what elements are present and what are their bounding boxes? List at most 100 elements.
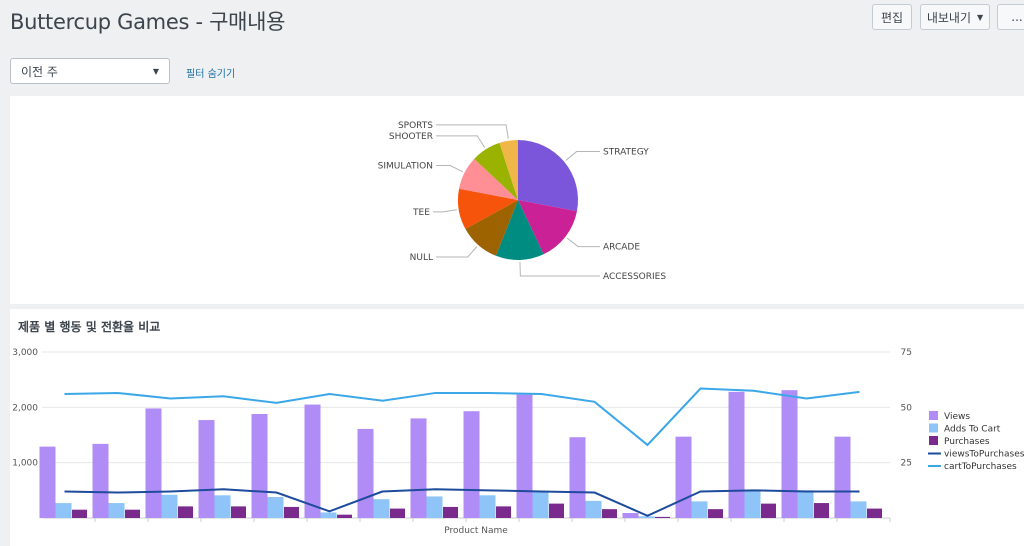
bar-views[interactable]: [675, 436, 692, 518]
bar-views[interactable]: [834, 436, 851, 518]
pie-slice-arcade[interactable]: [518, 200, 577, 255]
pie-chart: STRATEGY ARCADE ACCESSORIES NULL TEE SIMULATI…: [378, 121, 667, 282]
bar-views[interactable]: [569, 437, 586, 518]
bar-purchases[interactable]: [284, 506, 299, 518]
bar-views[interactable]: [251, 413, 268, 518]
pie-slice-sports[interactable]: [499, 140, 518, 200]
pie-label-strategy: STRATEGY: [603, 148, 649, 158]
bar-purchases[interactable]: [602, 509, 617, 518]
bar-adds-to-cart[interactable]: [850, 501, 867, 518]
pie-slice-shooter[interactable]: [474, 142, 518, 200]
bar-views[interactable]: [357, 428, 374, 518]
pie-slice-null[interactable]: [465, 200, 518, 256]
bar-purchases[interactable]: [443, 506, 458, 518]
time-range-select[interactable]: 이전 주 ▼: [10, 58, 170, 84]
bar-adds-to-cart[interactable]: [373, 499, 390, 518]
bar-purchases[interactable]: [337, 514, 352, 518]
bar-purchases[interactable]: [231, 506, 246, 518]
pie-leader-line: [436, 164, 463, 173]
legend-label[interactable]: cartToPurchases: [944, 462, 1017, 472]
pie-slice-accessories[interactable]: [495, 200, 544, 260]
bar-views[interactable]: [728, 391, 745, 518]
more-button-label: ...: [1011, 10, 1023, 24]
line-carttopurchases[interactable]: [64, 387, 860, 447]
panel-title: 제품 별 행동 및 전환율 비교: [18, 320, 161, 334]
bar-views[interactable]: [463, 411, 480, 518]
bar-views[interactable]: [198, 420, 215, 518]
pie-leader-line: [436, 135, 486, 148]
pie-leader-line: [566, 237, 600, 248]
bar-purchases[interactable]: [655, 516, 670, 518]
bar-views[interactable]: [39, 446, 56, 518]
y-tick-label: 2,000: [12, 403, 38, 413]
pie-label-simulation: SIMULATION: [378, 161, 433, 171]
bar-purchases[interactable]: [708, 509, 723, 518]
bar-purchases[interactable]: [178, 506, 193, 518]
legend-label[interactable]: Purchases: [944, 437, 990, 447]
export-button-label: 내보내기: [926, 10, 971, 25]
bar-views[interactable]: [622, 513, 639, 518]
bar-views[interactable]: [516, 394, 533, 518]
pie-leader-line: [436, 124, 509, 139]
hide-filters-link[interactable]: 필터 숨기기: [186, 69, 236, 80]
bar-views[interactable]: [781, 390, 798, 518]
pie-leader-line: [565, 151, 600, 161]
bar-purchases[interactable]: [814, 503, 829, 518]
bar-views[interactable]: [304, 404, 321, 518]
legend-label[interactable]: Views: [944, 412, 970, 422]
bar-adds-to-cart[interactable]: [267, 496, 284, 518]
pie-slice-strategy[interactable]: [518, 140, 579, 212]
bar-adds-to-cart[interactable]: [691, 501, 708, 518]
legend-swatch: [928, 465, 941, 467]
pie-label-null: NULL: [410, 253, 433, 263]
line-viewstopurchases[interactable]: [64, 488, 860, 517]
y2-tick-label: 75: [901, 348, 912, 358]
legend-label[interactable]: viewsToPurchases: [944, 450, 1024, 460]
more-button[interactable]: ...: [997, 4, 1024, 30]
pie-slice-tee[interactable]: [458, 188, 518, 229]
edit-button[interactable]: 편집: [872, 4, 912, 30]
bar-adds-to-cart[interactable]: [214, 495, 231, 518]
bar-adds-to-cart[interactable]: [108, 503, 125, 518]
legend-label[interactable]: Adds To Cart: [944, 425, 1001, 435]
bar-adds-to-cart[interactable]: [585, 500, 602, 518]
legend-swatch: [929, 423, 938, 433]
bar-adds-to-cart[interactable]: [55, 503, 72, 518]
export-button[interactable]: 내보내기 ▼: [920, 4, 990, 30]
y2-tick-label: 25: [901, 459, 912, 469]
bar-adds-to-cart[interactable]: [479, 495, 496, 518]
legend-swatch: [928, 452, 941, 455]
chevron-down-icon: ▼: [152, 67, 159, 76]
bar-adds-to-cart[interactable]: [638, 516, 655, 518]
pie-slice-simulation[interactable]: [459, 158, 518, 200]
bar-adds-to-cart[interactable]: [320, 512, 337, 518]
bar-adds-to-cart[interactable]: [744, 490, 761, 518]
pie-label-accessories: ACCESSORIES: [603, 272, 666, 282]
pie-label-arcade: ARCADE: [603, 243, 640, 253]
pie-label-sports: SPORTS: [398, 121, 433, 131]
bar-views[interactable]: [145, 408, 162, 518]
combo-chart: 3,000 2,000 1,000 75 50 25 Product Name Views Ad…: [12, 348, 1024, 536]
bar-purchases[interactable]: [390, 508, 405, 518]
bar-adds-to-cart[interactable]: [797, 490, 814, 518]
bar-purchases[interactable]: [761, 503, 776, 518]
y-tick-label: 3,000: [12, 348, 38, 358]
pie-leader-line: [519, 261, 600, 277]
bar-views[interactable]: [410, 418, 427, 518]
bar-views[interactable]: [92, 443, 109, 518]
bar-purchases[interactable]: [496, 506, 511, 518]
y2-tick-label: 50: [901, 403, 913, 413]
time-range-value: 이전 주: [21, 64, 58, 79]
bar-purchases[interactable]: [549, 503, 564, 518]
legend-swatch: [929, 436, 938, 445]
bar-purchases[interactable]: [867, 508, 882, 518]
x-axis-label: Product Name: [444, 526, 508, 536]
pie-leader-line: [436, 246, 478, 258]
bar-adds-to-cart[interactable]: [161, 494, 178, 518]
bar-adds-to-cart[interactable]: [426, 496, 443, 518]
pie-label-tee: TEE: [412, 208, 430, 218]
y-tick-label: 1,000: [12, 459, 38, 469]
bar-adds-to-cart[interactable]: [532, 490, 549, 518]
bar-purchases[interactable]: [125, 509, 140, 518]
bar-purchases[interactable]: [72, 509, 87, 518]
